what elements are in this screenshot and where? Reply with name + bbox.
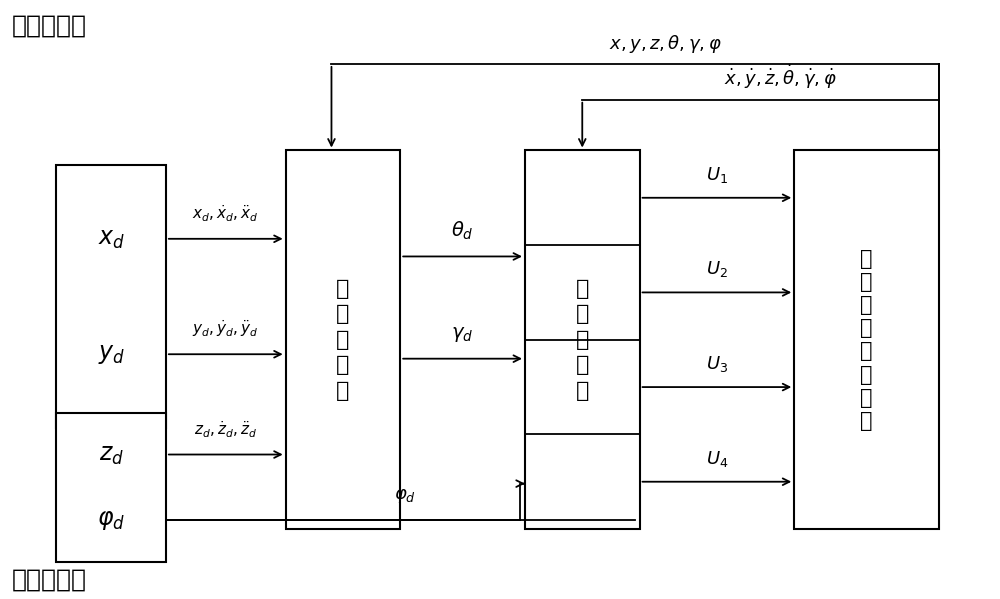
Bar [56,165,166,428]
Text: $U_1$: $U_1$ [706,165,728,184]
Text: 全驱动通道: 全驱动通道 [11,568,86,592]
Text: $\theta_d$: $\theta_d$ [451,219,474,241]
Text: $y_d,\dot{y}_d,\ddot{y}_d$: $y_d,\dot{y}_d,\ddot{y}_d$ [192,319,259,339]
Bar [56,413,166,562]
Text: $\varphi_d$: $\varphi_d$ [394,487,416,505]
Bar [794,150,939,529]
Text: $z_d,\dot{z}_d,\ddot{z}_d$: $z_d,\dot{z}_d,\ddot{z}_d$ [194,419,257,440]
Text: $x_d,\dot{x}_d,\ddot{x}_d$: $x_d,\dot{x}_d,\ddot{x}_d$ [192,203,259,224]
Text: $U_3$: $U_3$ [706,354,728,374]
Text: 欠驱动通道: 欠驱动通道 [11,13,86,37]
Text: $x,y,z,\theta,\gamma,\varphi$: $x,y,z,\theta,\gamma,\varphi$ [609,33,721,55]
Text: 姿
态
控
制
器: 姿 态 控 制 器 [576,279,589,401]
Text: $z_d$: $z_d$ [99,443,124,467]
Bar [286,150,400,529]
Text: 四
旋
翼
动
力
学
模
型: 四 旋 翼 动 力 学 模 型 [860,249,873,431]
Text: $U_4$: $U_4$ [706,449,728,468]
Text: $x_d$: $x_d$ [98,227,125,251]
Bar [525,150,640,529]
Text: $y_d$: $y_d$ [98,342,125,366]
Text: $\gamma_d$: $\gamma_d$ [451,325,474,344]
Text: 位
置
控
制
器: 位 置 控 制 器 [336,279,350,401]
Text: $\varphi_d$: $\varphi_d$ [97,508,125,532]
Text: $\dot{x},\dot{y},\dot{z},\dot{\theta},\dot{\gamma},\dot{\varphi}$: $\dot{x},\dot{y},\dot{z},\dot{\theta},\d… [724,62,837,91]
Text: $U_2$: $U_2$ [706,259,728,279]
